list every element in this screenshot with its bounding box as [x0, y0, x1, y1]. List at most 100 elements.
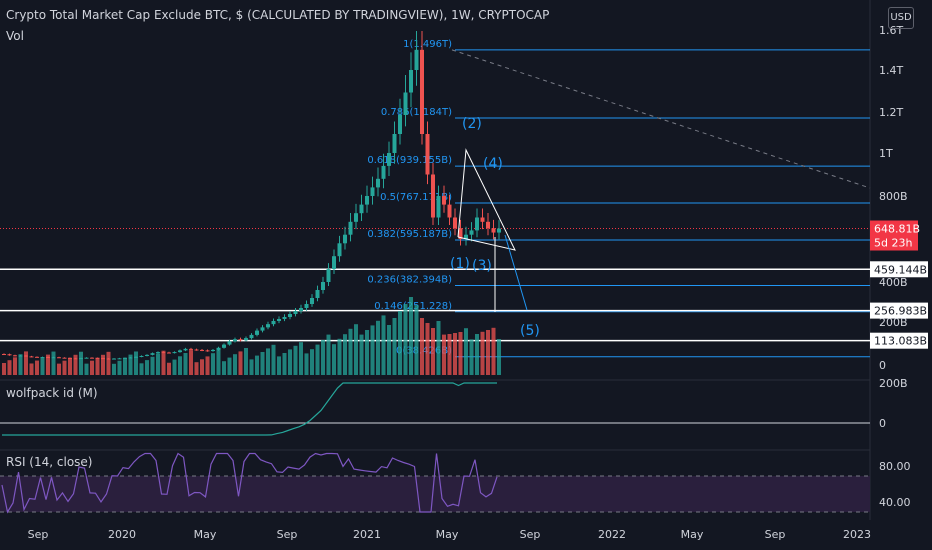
candle-body — [150, 353, 155, 355]
volume-bar — [403, 304, 408, 375]
volume-bar — [266, 348, 270, 375]
candle-body — [134, 356, 138, 358]
volume-bar — [123, 357, 127, 375]
volume-bar — [387, 325, 391, 375]
volume-bar — [178, 356, 182, 375]
volume-bar — [35, 360, 39, 375]
volume-bar — [200, 359, 204, 375]
volume-bar — [79, 351, 83, 375]
level-badge-label: 459.144B — [874, 263, 927, 276]
volume-bar — [238, 351, 243, 375]
y-tick-label: 200B — [879, 316, 908, 329]
fib-label: 0.5(767.171B) — [380, 192, 452, 203]
wolfpack-axis-label: 200B — [879, 377, 908, 390]
volume-bar — [354, 324, 358, 375]
candle-body — [84, 357, 89, 359]
volume-bar — [95, 357, 100, 375]
candle-body — [255, 330, 259, 335]
volume-bar — [392, 318, 397, 375]
volume-bar — [249, 359, 254, 375]
volume-bar — [365, 330, 369, 375]
candle-body — [178, 350, 182, 353]
volume-bar — [62, 360, 67, 375]
wolfpack-label: wolfpack id (M) — [6, 386, 98, 400]
volume-bar — [172, 359, 177, 375]
projection-line — [504, 234, 528, 311]
volume-bar — [244, 348, 248, 375]
drawings — [451, 49, 871, 312]
candle-body — [299, 308, 303, 311]
volume-bar — [420, 318, 424, 375]
volume-bar — [376, 320, 380, 375]
fib-label: 0.382(595.187B) — [367, 229, 452, 240]
candle-body — [106, 358, 111, 360]
countdown-label: 5d 23h — [874, 237, 912, 250]
volume-bar — [128, 354, 133, 375]
volume-bar — [381, 315, 386, 375]
level-badge — [870, 261, 928, 278]
candle-body — [40, 357, 45, 359]
volume-bar — [337, 338, 342, 375]
y-tick-label: 1.2T — [879, 106, 903, 119]
x-tick-label: Sep — [28, 528, 49, 541]
candle-body — [95, 357, 100, 359]
candle-body — [381, 165, 386, 179]
y-tick-label: 1.6T — [879, 24, 903, 37]
candle-body — [442, 196, 446, 205]
volume-bar — [277, 356, 281, 375]
volume-bar — [464, 328, 468, 375]
chart-title: Crypto Total Market Cap Exclude BTC, $ (… — [6, 8, 550, 22]
candle-body — [57, 357, 61, 359]
candle-body — [2, 354, 6, 356]
candle-body — [348, 221, 353, 235]
candle-body — [480, 217, 485, 222]
volume-bar — [486, 330, 490, 375]
grid — [0, 0, 871, 520]
candle-body — [167, 352, 171, 354]
candle-body — [117, 358, 122, 360]
volume-bar — [46, 354, 50, 375]
candle-body — [90, 357, 94, 359]
wave-labels: (1) (2) (3) (4) (5) — [450, 116, 540, 339]
volume-bar — [227, 357, 232, 375]
candle-body — [436, 196, 441, 218]
volume-bar — [73, 354, 78, 375]
y-tick-label: 0 — [879, 359, 886, 372]
level-badge-label: 113.083B — [874, 335, 927, 348]
candle-body — [469, 230, 474, 235]
fib-label: 0.618(939.155B) — [367, 155, 452, 166]
candle-body — [288, 314, 292, 317]
candle-body — [431, 174, 435, 218]
volume-bar — [150, 356, 155, 375]
candle-body — [123, 357, 127, 359]
volume-bar — [332, 344, 336, 375]
candle-body — [354, 213, 358, 222]
candle-body — [73, 358, 78, 360]
candle-body — [425, 134, 430, 175]
volume-bar — [288, 349, 292, 375]
fib-retracement: 1(1.496T) 0.786(1.184T) 0.618(939.155B) 0.5… — [367, 39, 870, 358]
candle-body — [62, 357, 67, 359]
fib-label: 0.146(251.228) — [374, 301, 452, 312]
candle-body — [156, 352, 160, 354]
candle-body — [205, 350, 210, 352]
candle-body — [145, 354, 149, 356]
price-badge-label: 648.81B — [874, 223, 920, 236]
volume-bar — [398, 311, 402, 375]
candle-body — [277, 319, 281, 321]
volume-bar — [156, 353, 160, 375]
volume-bar — [255, 355, 259, 375]
volume-bar — [205, 356, 210, 375]
volume-bar — [222, 361, 226, 375]
candle-body — [409, 70, 413, 93]
candle-body — [244, 338, 248, 341]
rsi-label: RSI (14, close) — [6, 455, 93, 469]
currency-button[interactable]: USD — [888, 7, 914, 29]
volume-bar — [51, 351, 56, 375]
candle-body — [216, 347, 221, 350]
candle-body — [475, 217, 479, 231]
volume-bar — [101, 354, 105, 375]
volume-bar — [414, 305, 419, 375]
volume-bar — [134, 351, 138, 375]
